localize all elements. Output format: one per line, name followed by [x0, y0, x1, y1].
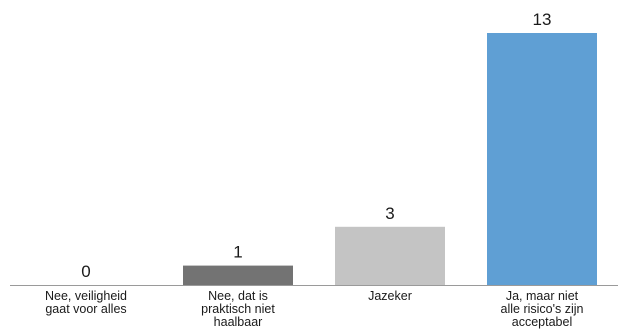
category-label-3-line-2: acceptabel — [512, 315, 572, 329]
bars-group — [183, 33, 597, 285]
bar-2 — [335, 226, 445, 285]
category-label-2: Jazeker — [368, 289, 412, 303]
value-label-2: 3 — [385, 204, 394, 223]
category-label-1: Nee, dat is praktisch niet haalbaar — [201, 289, 275, 329]
category-label-2-line-0: Jazeker — [368, 289, 412, 303]
value-label-3: 13 — [533, 10, 552, 29]
category-labels-group: Nee, veiligheid gaat voor alles Nee, dat i… — [45, 289, 584, 329]
category-label-1-line-1: praktisch niet — [201, 302, 275, 316]
value-label-1: 1 — [233, 243, 242, 262]
category-label-0-line-0: Nee, veiligheid — [45, 289, 127, 303]
category-label-1-line-2: haalbaar — [214, 315, 263, 329]
category-label-0: Nee, veiligheid gaat voor alles — [45, 289, 127, 316]
category-label-3-line-1: alle risico's zijn — [501, 302, 584, 316]
category-label-3-line-0: Ja, maar niet — [506, 289, 579, 303]
value-label-0: 0 — [81, 262, 90, 281]
category-label-3: Ja, maar niet alle risico's zijn acceptabe… — [501, 289, 584, 329]
category-label-0-line-1: gaat voor alles — [45, 302, 126, 316]
category-label-1-line-0: Nee, dat is — [208, 289, 268, 303]
bar-3 — [487, 33, 597, 285]
bar-1 — [183, 265, 293, 285]
